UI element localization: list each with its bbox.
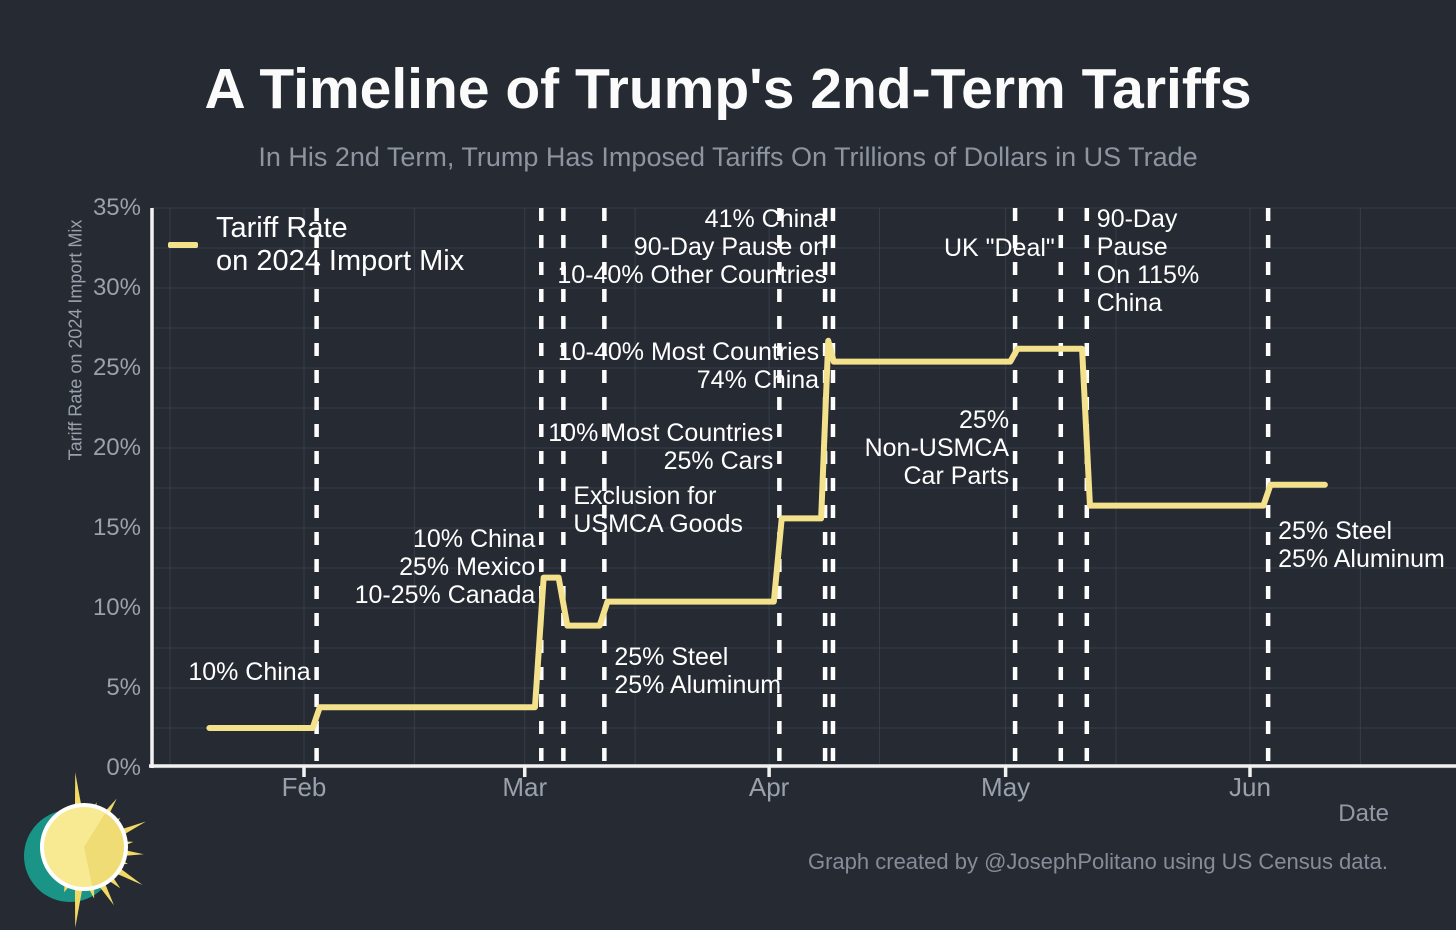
y-tick-label: 10% bbox=[92, 594, 141, 621]
sun-logo bbox=[24, 772, 146, 928]
event-annotation: 10-40% Most Countries 74% China bbox=[557, 337, 820, 394]
y-tick-label: 15% bbox=[92, 514, 141, 541]
x-tick-label: Jun bbox=[1229, 772, 1271, 802]
event-annotation: 25% Non-USMCA Car Parts bbox=[864, 406, 1010, 491]
event-annotation: 10% Most Countries 25% Cars bbox=[548, 419, 774, 476]
y-tick-label: 30% bbox=[92, 274, 141, 301]
legend-line-swatch bbox=[168, 242, 198, 248]
x-axis-label: Date bbox=[1338, 800, 1389, 827]
x-tick-label: May bbox=[981, 772, 1031, 802]
event-annotation: 41% China 90-Day Pause on 10-40% Other C… bbox=[557, 204, 827, 289]
event-annotation: 10% China 25% Mexico 10-25% Canada bbox=[354, 524, 536, 609]
page-subtitle: In His 2nd Term, Trump Has Imposed Tarif… bbox=[258, 142, 1198, 172]
y-tick-label: 35% bbox=[92, 194, 141, 221]
event-annotation: 10% China bbox=[188, 657, 311, 686]
logo-sun-wedge bbox=[84, 813, 124, 887]
legend: Tariff Rate on 2024 Import Mix bbox=[168, 212, 464, 278]
y-tick-label: 0% bbox=[106, 754, 141, 781]
credit-text: Graph created by @JosephPolitano using U… bbox=[807, 849, 1388, 874]
y-axis-label: Tariff Rate on 2024 Import Mix bbox=[65, 219, 86, 461]
page-title: A Timeline of Trump's 2nd-Term Tariffs bbox=[204, 57, 1252, 121]
event-annotation: Exclusion for USMCA Goods bbox=[573, 481, 743, 538]
event-annotation: UK "Deal" bbox=[943, 233, 1055, 262]
logo-sun-ray bbox=[74, 883, 84, 928]
tariff-line bbox=[206, 337, 1328, 731]
event-annotation: 90-Day Pause On 115% China bbox=[1096, 204, 1200, 317]
event-annotation: 25% Steel 25% Aluminum bbox=[1278, 516, 1445, 573]
legend-label: Tariff Rate on 2024 Import Mix bbox=[216, 212, 465, 277]
y-tick-label: 5% bbox=[106, 674, 141, 701]
x-tick-label: Feb bbox=[281, 772, 327, 802]
y-tick-label: 25% bbox=[92, 354, 141, 381]
x-tick-label: Mar bbox=[502, 772, 548, 802]
x-tick-label: Apr bbox=[748, 772, 790, 802]
y-tick-label: 20% bbox=[92, 434, 141, 461]
event-annotation: 25% Steel 25% Aluminum bbox=[614, 643, 782, 700]
